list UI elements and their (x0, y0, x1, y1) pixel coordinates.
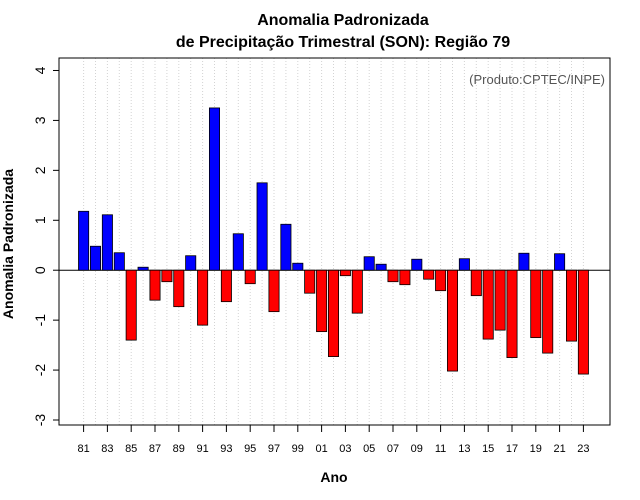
bar-2022 (566, 269, 578, 342)
bar-2017 (506, 269, 518, 358)
y-tick-label: 2 (32, 166, 48, 174)
x-tick-label: 23 (577, 443, 589, 455)
x-tick-label: 93 (220, 443, 232, 455)
source-annotation: (Produto:CPTEC/INPE) (469, 72, 605, 87)
bar-2009 (411, 258, 423, 271)
bar-1996 (256, 182, 268, 271)
x-tick-label: 83 (101, 443, 113, 455)
bar-2012 (446, 269, 458, 372)
bar-1999 (292, 262, 304, 271)
bar-2006 (375, 263, 387, 271)
bar-2001 (316, 269, 328, 333)
chart-subtitle: de Precipitação Trimestral (SON): Região… (176, 34, 510, 51)
x-tick-label: 85 (125, 443, 137, 455)
bar-2015 (482, 269, 494, 340)
bar-2000 (304, 269, 316, 294)
bar-2008 (399, 269, 411, 286)
y-tick-label: 1 (32, 216, 48, 224)
y-tick-label: 3 (32, 116, 48, 124)
grid (83, 58, 584, 425)
bar-2021 (554, 253, 566, 271)
bar-2010 (423, 269, 435, 280)
x-tick-label: 97 (268, 443, 280, 455)
x-tick-label: 03 (339, 443, 351, 455)
bar-1985 (125, 269, 137, 341)
bar-2023 (577, 269, 589, 375)
bar-1984 (113, 252, 125, 271)
bar-1982 (90, 245, 102, 271)
x-tick-label: 09 (411, 443, 423, 455)
bar-2019 (530, 269, 542, 339)
x-tick-label: 17 (506, 443, 518, 455)
bar-1991 (197, 269, 209, 326)
plot-frame (58, 57, 611, 426)
x-axis-label: Ano (320, 469, 347, 485)
x-tick-label: 07 (387, 443, 399, 455)
y-tick-label: 4 (32, 66, 48, 74)
bar-1993 (220, 269, 232, 303)
y-tick-label: -1 (32, 314, 48, 327)
bar-2016 (494, 269, 506, 331)
bars (78, 107, 589, 375)
x-tick-label: 81 (77, 443, 89, 455)
bar-1995 (244, 269, 256, 285)
x-axis: 81 83 85 87 89 91 93 95 97 99 01 03 05 07 09 11 13 15 17 19… (77, 425, 590, 455)
x-tick-label: 19 (530, 443, 542, 455)
bar-1994 (232, 233, 244, 271)
chart-title: Anomalia Padronizada (257, 12, 429, 29)
x-tick-label: 95 (244, 443, 256, 455)
y-tick-label: -2 (32, 364, 48, 377)
y-axis: -3 -2 -1 0 1 2 3 4 (32, 66, 59, 426)
x-tick-label: 89 (173, 443, 185, 455)
x-tick-label: 05 (363, 443, 375, 455)
bar-1988 (161, 269, 173, 283)
bar-2013 (458, 258, 470, 271)
x-tick-label: 91 (196, 443, 208, 455)
bar-2014 (470, 269, 482, 297)
x-tick-label: 15 (482, 443, 494, 455)
bar-1990 (185, 255, 197, 271)
bar-1989 (173, 269, 185, 308)
bar-2005 (363, 256, 375, 271)
y-axis-label: Anomalia Padronizada (0, 169, 16, 319)
bar-2004 (351, 269, 363, 314)
x-tick-label: 99 (292, 443, 304, 455)
bar-2020 (542, 269, 554, 354)
bar-2007 (387, 269, 399, 283)
bar-2011 (435, 269, 447, 292)
x-tick-label: 11 (435, 443, 446, 455)
bar-2003 (339, 269, 351, 277)
x-tick-label: 13 (458, 443, 470, 455)
bar-1983 (101, 214, 113, 271)
x-tick-label: 01 (315, 443, 327, 455)
bar-2002 (327, 269, 339, 357)
x-tick-label: 87 (149, 443, 161, 455)
bar-1987 (149, 269, 161, 301)
bar-2018 (518, 252, 530, 271)
bar-1997 (268, 269, 280, 313)
y-tick-label: 0 (32, 266, 48, 274)
bar-1981 (78, 210, 90, 271)
bar-1998 (280, 223, 292, 271)
x-tick-label: 21 (553, 443, 565, 455)
y-tick-label: -3 (32, 414, 48, 427)
bar-1986 (137, 266, 149, 271)
bar-1992 (208, 107, 220, 271)
